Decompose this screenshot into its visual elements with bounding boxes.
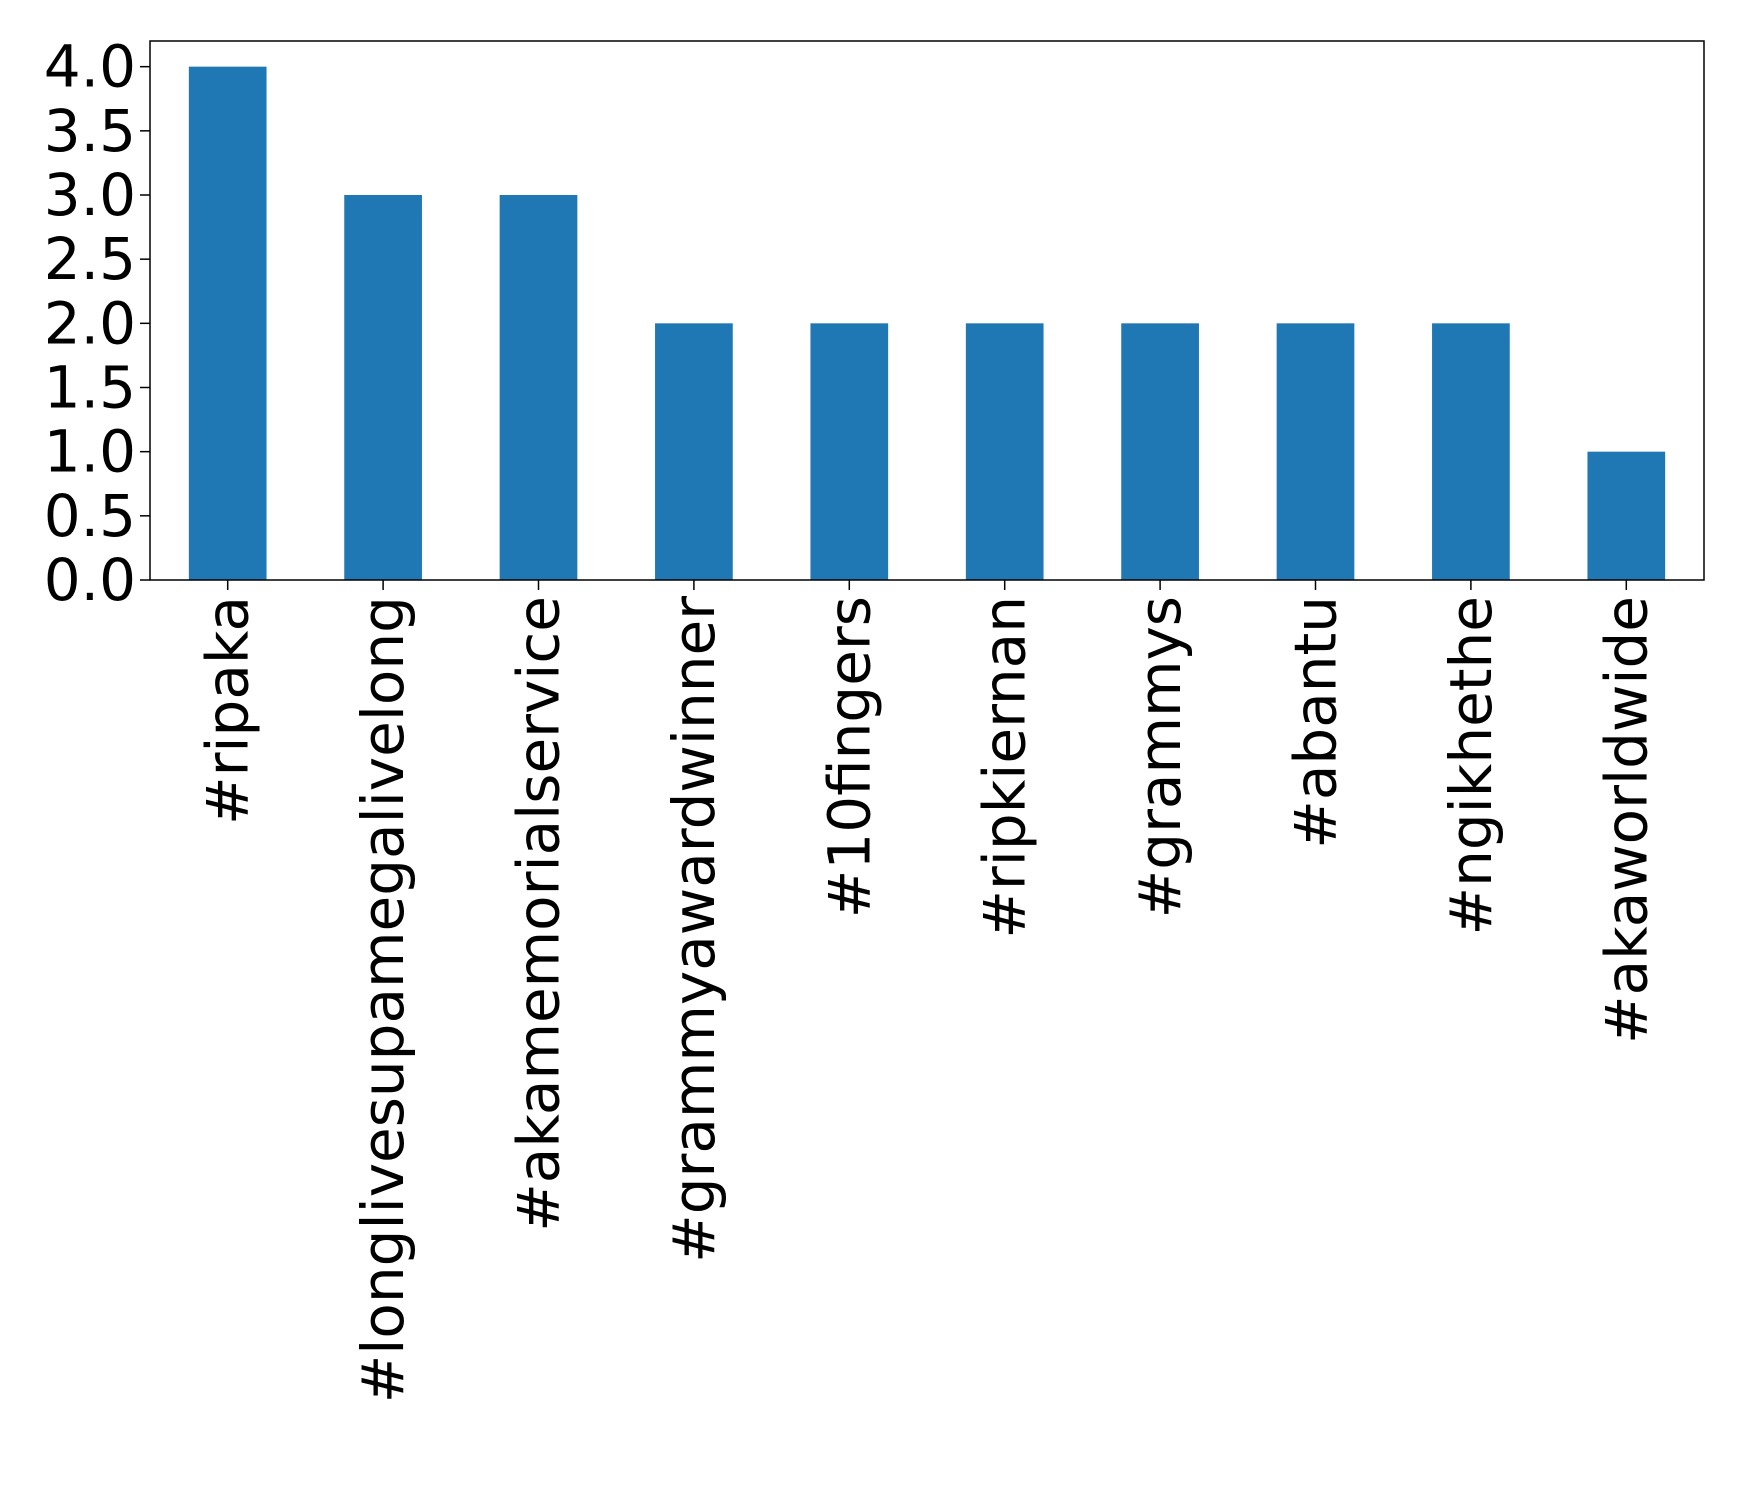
bar bbox=[499, 195, 578, 580]
x-tick-label: #ripaka bbox=[194, 596, 262, 825]
x-tick-label: #grammyawardwinner bbox=[660, 596, 728, 1263]
x-tick-label: #grammys bbox=[1126, 596, 1194, 918]
x-tick-label: #akaworldwide bbox=[1592, 596, 1660, 1044]
bar bbox=[965, 323, 1044, 580]
plot-frame bbox=[149, 40, 1705, 581]
y-tick-label: 3.0 bbox=[44, 161, 136, 229]
bars bbox=[188, 66, 1666, 580]
y-tick-label: 1.5 bbox=[44, 354, 136, 422]
bar bbox=[188, 66, 267, 580]
y-axis: 0.00.51.01.52.02.53.03.54.0 bbox=[44, 33, 150, 614]
y-tick-label: 1.0 bbox=[44, 418, 136, 486]
bar bbox=[810, 323, 889, 580]
y-tick-label: 2.0 bbox=[44, 289, 136, 357]
bar bbox=[1432, 323, 1510, 580]
y-tick-label: 2.5 bbox=[44, 225, 136, 293]
y-tick-label: 0.5 bbox=[44, 482, 136, 550]
x-tick-label: #akamemorialservice bbox=[505, 596, 573, 1232]
bar bbox=[1587, 451, 1666, 580]
y-tick-label: 4.0 bbox=[44, 33, 136, 101]
bar bbox=[655, 323, 733, 580]
x-tick-label: #abantu bbox=[1282, 596, 1350, 849]
bar bbox=[1121, 323, 1199, 580]
x-axis: #ripaka #longlivesupamegalivelong #akamemo… bbox=[194, 580, 1660, 1403]
x-tick-label: #10fingers bbox=[815, 596, 883, 918]
y-tick-label: 3.5 bbox=[44, 97, 136, 165]
x-tick-label: #longlivesupamegalivelong bbox=[349, 596, 417, 1403]
x-tick-label: #ripkiernan bbox=[971, 596, 1039, 939]
bar bbox=[344, 195, 422, 580]
bar bbox=[1276, 323, 1355, 580]
x-tick-label: #ngikhethe bbox=[1437, 596, 1505, 936]
y-tick-label: 0.0 bbox=[44, 546, 136, 614]
